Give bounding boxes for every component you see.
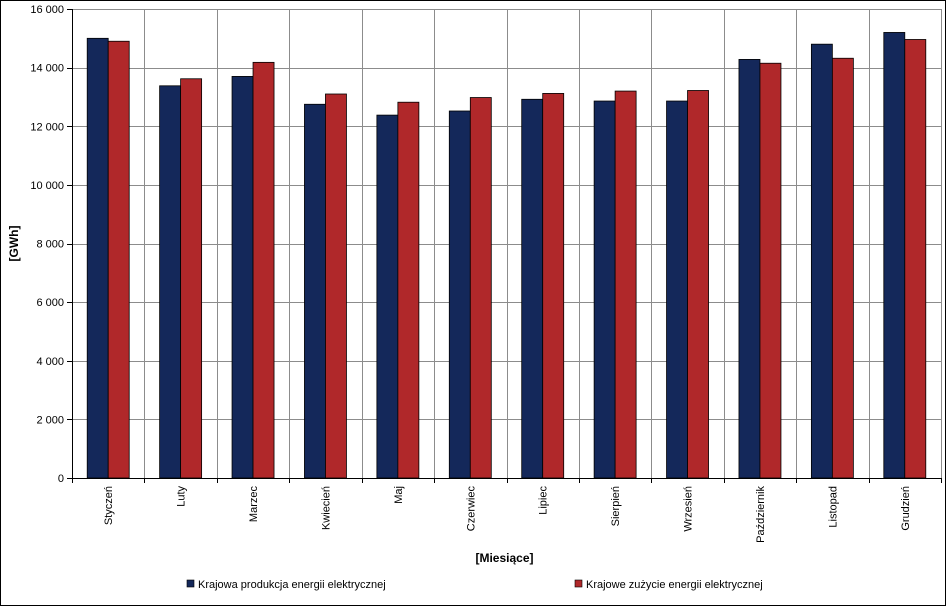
x-tick-label: Kwiecień	[320, 486, 332, 530]
bars	[86, 32, 927, 479]
x-tick-label: Marzec	[248, 486, 260, 523]
bar-consumption	[469, 97, 492, 479]
y-tick-label: 8 000	[36, 239, 64, 251]
x-tick-label: Luty	[176, 486, 188, 507]
axes	[67, 9, 942, 483]
legend-label: Krajowe zużycie energii elektrycznej	[586, 579, 763, 591]
x-tick-label: Październik	[755, 486, 767, 543]
bar-production	[738, 59, 761, 479]
bar-production	[666, 100, 688, 479]
bar-production	[304, 103, 326, 479]
y-tick-label: 2 000	[36, 414, 64, 426]
x-tick-label: Czerwiec	[465, 486, 477, 532]
bar-consumption	[180, 78, 203, 479]
bar-production	[810, 43, 833, 479]
bar-production	[159, 85, 182, 479]
bar-production	[521, 98, 544, 479]
legend-swatch	[574, 579, 583, 588]
x-tick-label: Styczeń	[103, 486, 115, 525]
bar-production	[883, 32, 906, 479]
y-tick-label: 0	[58, 473, 64, 485]
y-tick-label: 16 000	[30, 4, 64, 16]
x-axis-title: [Miesiące]	[475, 551, 533, 565]
legend: Krajowa produkcja energii elektrycznej Kr…	[186, 579, 763, 591]
x-tick-label: Lipiec	[538, 486, 550, 515]
x-tick-label: Grudzień	[900, 486, 912, 531]
bar-production	[86, 37, 109, 479]
bar-production	[231, 76, 254, 479]
x-tick-label: Sierpień	[610, 486, 622, 526]
y-tick-label: 6 000	[36, 297, 64, 309]
x-tick-label: Wrzesień	[683, 486, 695, 532]
bar-consumption	[904, 39, 927, 479]
x-tick-label: Listopad	[827, 486, 839, 528]
y-tick-label: 10 000	[30, 180, 64, 192]
bar-consumption	[397, 101, 420, 479]
plot-area	[72, 9, 941, 478]
bar-consumption	[252, 61, 275, 479]
y-tick-label: 14 000	[30, 63, 64, 75]
bar-production	[593, 100, 616, 479]
y-axis-title: [GWh]	[7, 226, 21, 262]
y-tick-label: 4 000	[36, 356, 64, 368]
legend-label: Krajowa produkcja energii elektrycznej	[198, 579, 386, 591]
bar-consumption	[614, 90, 637, 479]
bar-production	[376, 114, 399, 479]
bar-production	[448, 110, 471, 479]
bar-consumption	[107, 40, 130, 479]
y-tick-label: 12 000	[30, 121, 64, 133]
legend-swatch	[186, 579, 195, 588]
x-tick-labels: Styczeń Luty Marzec Kwiecień Maj Czerwiec Lipi…	[103, 486, 912, 543]
x-tick-label: Maj	[393, 486, 405, 504]
bar-consumption	[687, 90, 709, 479]
bar-consumption	[831, 57, 854, 479]
bar-consumption	[542, 93, 565, 479]
y-tick-labels: 0 2 000 4 000 6 000 8 000 10 000 12 000 14 000 1…	[30, 4, 64, 485]
bar-consumption	[759, 62, 782, 479]
bar-consumption	[325, 93, 347, 479]
